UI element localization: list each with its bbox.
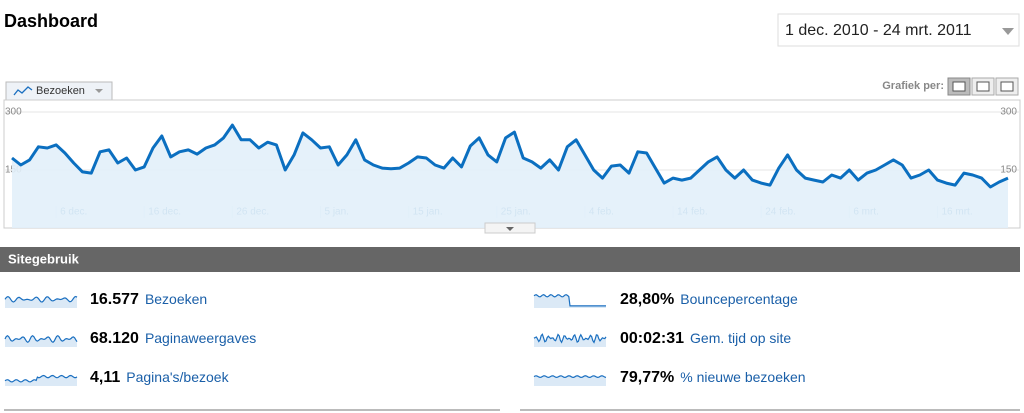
section-title: Sitegebruik	[8, 251, 80, 266]
metric-value: 16.577	[90, 291, 139, 308]
page-title: Dashboard	[4, 11, 98, 31]
sparkline	[4, 295, 78, 303]
metric-label[interactable]: Pagina's/bezoek	[126, 369, 229, 385]
date-range-picker[interactable]: 1 dec. 2010 - 24 mrt. 2011	[777, 13, 1020, 47]
series-area	[12, 125, 1008, 228]
metric-value: 28,80%	[620, 291, 674, 308]
sparkline-area	[534, 334, 606, 347]
sparkline	[533, 294, 606, 307]
expander-arrow	[506, 227, 514, 231]
metric: 28,80% Bouncepercentage	[620, 291, 798, 309]
y-tick-label-right: 150	[1000, 165, 1017, 176]
sparkline	[4, 334, 78, 344]
date-range[interactable]: 1 dec. 2010 - 24 mrt. 2011	[785, 22, 972, 39]
sparkline-area	[534, 375, 606, 386]
metric-tab[interactable]: Bezoeken	[5, 81, 113, 102]
metric: 68.120 Paginaweergaves	[90, 330, 256, 348]
graph-by-label: Grafiek per:	[882, 80, 944, 92]
sparkline-area	[5, 375, 77, 386]
button-icon	[952, 81, 966, 92]
metric-value: 79,77%	[620, 369, 674, 386]
metric: 00:02:31 Gem. tijd op site	[620, 330, 791, 348]
metric-value: 4,11	[90, 369, 120, 386]
metric: 79,77% % nieuwe bezoeken	[620, 369, 806, 387]
metric-value: 00:02:31	[620, 330, 684, 347]
sparkline	[4, 374, 78, 383]
y-tick-label: 300	[5, 107, 22, 118]
plot: 1501503003006 dec.16 dec.26 dec.5 jan.15…	[3, 99, 1021, 229]
tab-label[interactable]: Bezoeken	[36, 85, 85, 97]
metric-label[interactable]: Bouncepercentage	[680, 291, 798, 307]
sparkline	[533, 333, 607, 344]
metric-label[interactable]: Paginaweergaves	[145, 330, 256, 346]
sparkline	[533, 375, 607, 379]
dropdown-arrow[interactable]	[1002, 28, 1014, 35]
metric: 4,11 Pagina's/bezoek	[90, 369, 230, 387]
tab-arrow	[95, 89, 103, 93]
y-tick-label-right: 300	[1000, 107, 1017, 118]
section-header	[0, 247, 1020, 272]
metric-label[interactable]: % nieuwe bezoeken	[680, 369, 805, 385]
metrics: 16.577 Bezoeken 68.120 Paginaweergaves 4,11 P…	[4, 291, 806, 387]
button-icon	[976, 81, 990, 92]
sparkline-area	[5, 335, 77, 347]
metric-value: 68.120	[90, 330, 139, 347]
series-line	[11, 123, 1009, 189]
button-icon	[1000, 81, 1014, 92]
sparkline-area	[534, 294, 606, 308]
metric-label[interactable]: Gem. tijd op site	[690, 330, 791, 346]
metric: 16.577 Bezoeken	[90, 291, 207, 309]
tab-icon	[13, 86, 33, 96]
date-box[interactable]	[777, 13, 1020, 47]
metric-label[interactable]: Bezoeken	[145, 291, 207, 307]
graph-buttons	[947, 77, 1019, 96]
